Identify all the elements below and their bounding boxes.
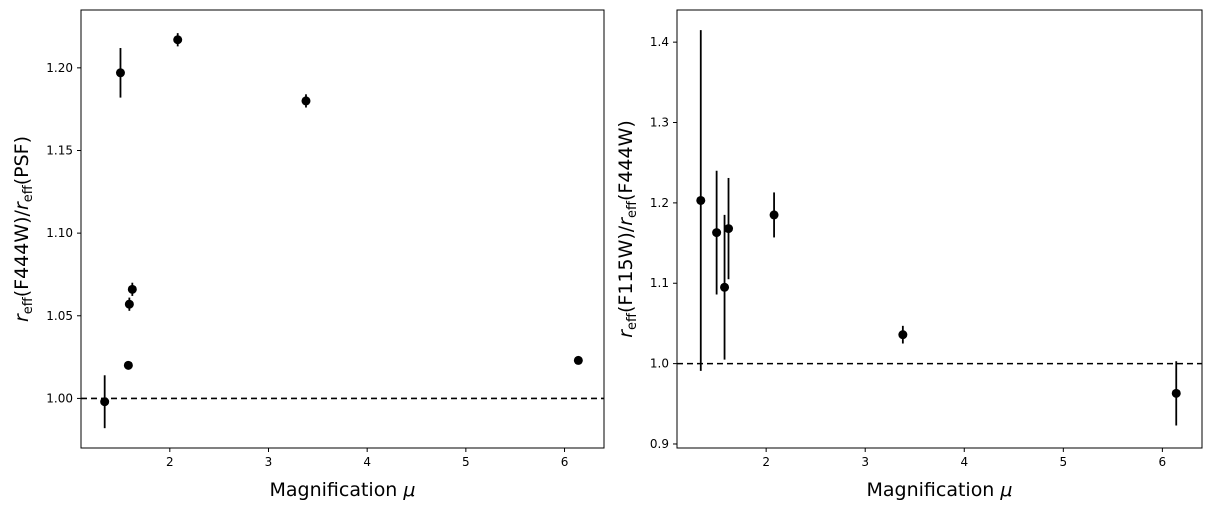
y-axis-label: reff(F115W)/reff(F444W) <box>615 120 640 338</box>
y-ticks: 0.9 1.0 1.1 1.2 1.3 1.4 <box>650 35 677 451</box>
data-point <box>720 282 730 292</box>
y-tick-label: 1.05 <box>46 309 73 323</box>
x-ticks: 2 3 4 5 6 <box>762 448 1166 469</box>
data-points <box>100 33 583 429</box>
x-tick-label: 3 <box>861 455 869 469</box>
y-tick-label: 0.9 <box>650 437 669 451</box>
data-point <box>100 397 110 407</box>
plot-frame <box>80 9 605 449</box>
y-tick-label: 1.1 <box>650 276 669 290</box>
data-point <box>115 68 125 78</box>
x-tick-label: 6 <box>1159 455 1167 469</box>
x-tick-label: 6 <box>561 455 569 469</box>
data-point <box>898 330 908 340</box>
x-tick-label: 5 <box>1060 455 1068 469</box>
y-tick-label: 1.15 <box>46 143 73 157</box>
y-tick-label: 1.0 <box>650 357 669 371</box>
data-point <box>712 228 722 238</box>
chart-right-reff-f115w-f444w: 2 3 4 5 6 0.9 1.0 1.1 1.2 1.3 1.4 Magnification μ… <box>615 9 1203 501</box>
data-point <box>724 224 734 234</box>
x-tick-label: 4 <box>960 455 968 469</box>
x-ticks: 2 3 4 5 6 <box>166 448 568 469</box>
data-point <box>301 96 311 106</box>
data-point <box>573 355 583 365</box>
y-tick-label: 1.2 <box>650 196 669 210</box>
x-tick-label: 2 <box>762 455 770 469</box>
y-tick-label: 1.4 <box>650 35 669 49</box>
y-tick-label: 1.10 <box>46 226 73 240</box>
y-tick-label: 1.00 <box>46 391 73 405</box>
data-point <box>696 195 706 205</box>
data-points <box>696 30 1181 426</box>
x-tick-label: 5 <box>462 455 470 469</box>
x-axis-label: Magnification μ <box>269 479 415 501</box>
data-point <box>124 299 134 309</box>
data-point <box>769 210 779 220</box>
data-point <box>173 35 183 45</box>
chart-left-reff-f444w-psf: 2 3 4 5 6 1.00 1.05 1.10 1.15 1.20 Magnification… <box>11 9 605 501</box>
data-point <box>127 284 137 294</box>
y-axis-label: reff(F444W)/reff(PSF) <box>11 136 36 322</box>
plot-frame <box>676 9 1203 449</box>
x-tick-label: 4 <box>363 455 371 469</box>
data-point <box>1171 388 1181 398</box>
x-axis-label: Magnification μ <box>866 479 1012 501</box>
x-tick-label: 2 <box>166 455 174 469</box>
data-point <box>123 360 133 370</box>
y-tick-label: 1.3 <box>650 116 669 130</box>
y-ticks: 1.00 1.05 1.10 1.15 1.20 <box>46 61 81 405</box>
y-tick-label: 1.20 <box>46 61 73 75</box>
x-tick-label: 3 <box>265 455 273 469</box>
